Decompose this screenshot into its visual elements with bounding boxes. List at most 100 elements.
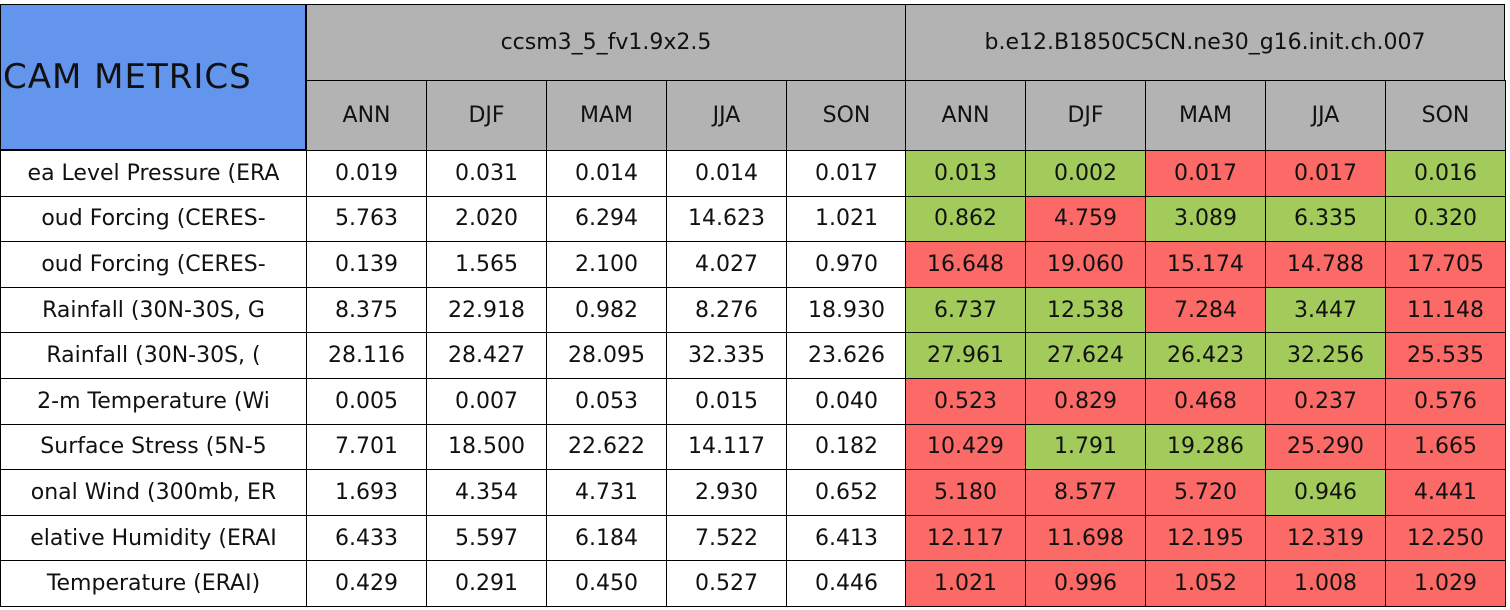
value-cell: 32.256 bbox=[1265, 332, 1386, 379]
value-cell: 12.195 bbox=[1145, 514, 1266, 562]
row-label: Temperature (ERAI) bbox=[0, 560, 307, 607]
value-cell: 0.576 bbox=[1385, 378, 1506, 425]
season-header: JJA bbox=[666, 80, 787, 151]
value-cell: 4.731 bbox=[546, 469, 667, 516]
group-header: b.e12.B1850C5CN.ne30_g16.init.ch.007 bbox=[905, 4, 1505, 81]
value-cell: 0.829 bbox=[1025, 378, 1146, 425]
value-cell: 12.250 bbox=[1385, 514, 1506, 562]
value-cell: 0.005 bbox=[306, 378, 427, 425]
value-cell: 0.446 bbox=[786, 560, 907, 607]
value-cell: 0.468 bbox=[1145, 378, 1266, 425]
row-label: oud Forcing (CERES- bbox=[0, 195, 307, 243]
value-cell: 0.040 bbox=[786, 378, 907, 425]
row-label: elative Humidity (ERAI bbox=[0, 514, 307, 562]
value-cell: 12.319 bbox=[1265, 514, 1386, 562]
value-cell: 26.423 bbox=[1145, 332, 1266, 379]
value-cell: 12.117 bbox=[905, 514, 1026, 562]
value-cell: 15.174 bbox=[1145, 241, 1266, 288]
value-cell: 1.791 bbox=[1025, 423, 1146, 471]
value-cell: 25.535 bbox=[1385, 332, 1506, 379]
value-cell: 4.441 bbox=[1385, 469, 1506, 516]
value-cell: 2.930 bbox=[666, 469, 787, 516]
value-cell: 14.623 bbox=[666, 195, 787, 243]
value-cell: 1.565 bbox=[426, 241, 547, 288]
season-header: ANN bbox=[306, 80, 427, 151]
value-cell: 0.014 bbox=[546, 150, 667, 197]
value-cell: 28.427 bbox=[426, 332, 547, 379]
value-cell: 7.284 bbox=[1145, 286, 1266, 334]
value-cell: 5.763 bbox=[306, 195, 427, 243]
value-cell: 19.060 bbox=[1025, 241, 1146, 288]
value-cell: 2.020 bbox=[426, 195, 547, 243]
value-cell: 1.665 bbox=[1385, 423, 1506, 471]
value-cell: 0.019 bbox=[306, 150, 427, 197]
group-header: ccsm3_5_fv1.9x2.5 bbox=[306, 4, 906, 81]
value-cell: 32.335 bbox=[666, 332, 787, 379]
value-cell: 0.013 bbox=[905, 150, 1026, 197]
value-cell: 0.946 bbox=[1265, 469, 1386, 516]
value-cell: 6.737 bbox=[905, 286, 1026, 334]
season-header: DJF bbox=[1025, 80, 1146, 151]
value-cell: 28.095 bbox=[546, 332, 667, 379]
value-cell: 5.720 bbox=[1145, 469, 1266, 516]
value-cell: 4.354 bbox=[426, 469, 547, 516]
value-cell: 1.029 bbox=[1385, 560, 1506, 607]
season-header: SON bbox=[1385, 80, 1506, 151]
value-cell: 27.624 bbox=[1025, 332, 1146, 379]
value-cell: 16.648 bbox=[905, 241, 1026, 288]
value-cell: 8.276 bbox=[666, 286, 787, 334]
value-cell: 6.335 bbox=[1265, 195, 1386, 243]
value-cell: 0.982 bbox=[546, 286, 667, 334]
value-cell: 4.027 bbox=[666, 241, 787, 288]
value-cell: 0.017 bbox=[1265, 150, 1386, 197]
season-header: MAM bbox=[1145, 80, 1266, 151]
row-label: Rainfall (30N-30S, G bbox=[0, 286, 307, 334]
value-cell: 14.788 bbox=[1265, 241, 1386, 288]
value-cell: 8.375 bbox=[306, 286, 427, 334]
value-cell: 0.523 bbox=[905, 378, 1026, 425]
value-cell: 19.286 bbox=[1145, 423, 1266, 471]
value-cell: 1.021 bbox=[786, 195, 907, 243]
value-cell: 0.017 bbox=[1145, 150, 1266, 197]
value-cell: 12.538 bbox=[1025, 286, 1146, 334]
value-cell: 6.413 bbox=[786, 514, 907, 562]
value-cell: 0.652 bbox=[786, 469, 907, 516]
value-cell: 0.016 bbox=[1385, 150, 1506, 197]
value-cell: 22.918 bbox=[426, 286, 547, 334]
value-cell: 18.500 bbox=[426, 423, 547, 471]
value-cell: 0.970 bbox=[786, 241, 907, 288]
value-cell: 0.031 bbox=[426, 150, 547, 197]
row-label: ea Level Pressure (ERA bbox=[0, 150, 307, 197]
value-cell: 7.701 bbox=[306, 423, 427, 471]
value-cell: 0.320 bbox=[1385, 195, 1506, 243]
value-cell: 5.180 bbox=[905, 469, 1026, 516]
value-cell: 28.116 bbox=[306, 332, 427, 379]
value-cell: 0.182 bbox=[786, 423, 907, 471]
value-cell: 3.447 bbox=[1265, 286, 1386, 334]
value-cell: 11.148 bbox=[1385, 286, 1506, 334]
row-label: onal Wind (300mb, ER bbox=[0, 469, 307, 516]
row-label: 2-m Temperature (Wi bbox=[0, 378, 307, 425]
value-cell: 0.053 bbox=[546, 378, 667, 425]
value-cell: 0.862 bbox=[905, 195, 1026, 243]
value-cell: 1.693 bbox=[306, 469, 427, 516]
value-cell: 6.184 bbox=[546, 514, 667, 562]
table-title: CAM METRICS bbox=[0, 4, 306, 150]
season-header: SON bbox=[786, 80, 907, 151]
value-cell: 0.017 bbox=[786, 150, 907, 197]
season-header: DJF bbox=[426, 80, 547, 151]
value-cell: 6.433 bbox=[306, 514, 427, 562]
value-cell: 6.294 bbox=[546, 195, 667, 243]
value-cell: 23.626 bbox=[786, 332, 907, 379]
value-cell: 8.577 bbox=[1025, 469, 1146, 516]
value-cell: 14.117 bbox=[666, 423, 787, 471]
value-cell: 1.052 bbox=[1145, 560, 1266, 607]
value-cell: 3.089 bbox=[1145, 195, 1266, 243]
value-cell: 0.007 bbox=[426, 378, 547, 425]
value-cell: 0.002 bbox=[1025, 150, 1146, 197]
value-cell: 0.237 bbox=[1265, 378, 1386, 425]
value-cell: 0.450 bbox=[546, 560, 667, 607]
value-cell: 7.522 bbox=[666, 514, 787, 562]
value-cell: 11.698 bbox=[1025, 514, 1146, 562]
